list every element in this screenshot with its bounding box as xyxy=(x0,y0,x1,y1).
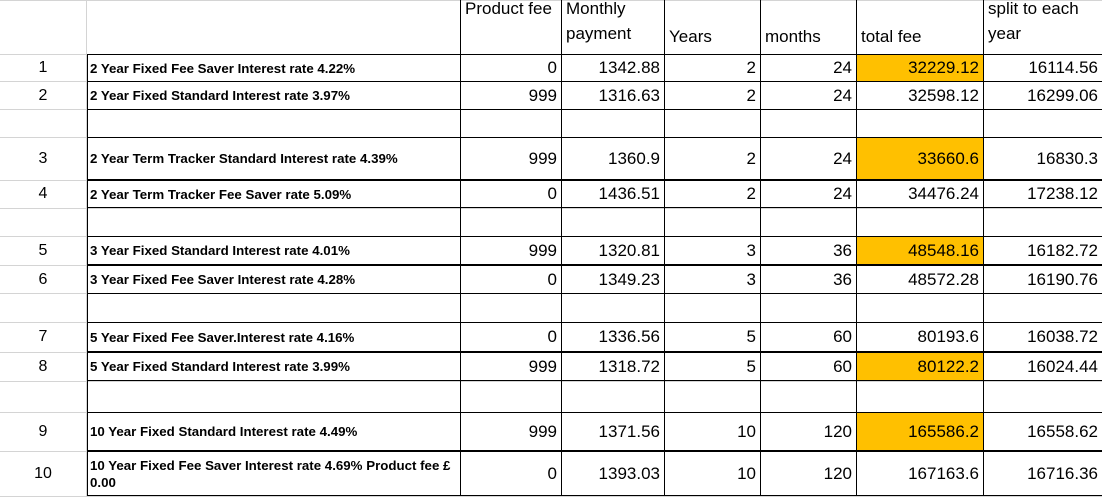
cell-split[interactable]: 16558.62 xyxy=(1027,422,1098,441)
cell-months[interactable]: 24 xyxy=(833,149,852,168)
cell-num[interactable]: 9 xyxy=(38,423,48,440)
cell-monthly[interactable]: 1360.9 xyxy=(608,149,660,168)
cell-split[interactable]: 16038.72 xyxy=(1027,327,1098,346)
cell-total[interactable]: 32598.12 xyxy=(908,86,979,105)
header-years[interactable]: Years xyxy=(669,27,712,46)
cell-fee[interactable]: 0 xyxy=(547,184,557,203)
cell-fee[interactable]: 0 xyxy=(547,327,557,346)
cell-fee[interactable]: 0 xyxy=(547,58,557,77)
header-split-to-each-year[interactable]: split to each year xyxy=(988,0,1079,43)
cell-years[interactable]: 3 xyxy=(746,241,756,260)
cell-months[interactable]: 36 xyxy=(833,241,852,260)
cell-desc[interactable]: 2 Year Fixed Fee Saver Interest rate 4.2… xyxy=(90,60,356,76)
cell-desc[interactable]: 5 Year Fixed Standard Interest rate 3.99… xyxy=(90,359,350,374)
cell-fee[interactable]: 999 xyxy=(528,241,557,260)
header-months[interactable]: months xyxy=(765,27,821,46)
cell-years[interactable]: 2 xyxy=(746,86,756,105)
cell-split[interactable]: 16190.76 xyxy=(1027,270,1098,289)
cell-monthly[interactable]: 1371.56 xyxy=(598,422,660,441)
cell-monthly[interactable]: 1436.51 xyxy=(598,184,660,203)
cell-num[interactable]: 8 xyxy=(38,358,48,375)
cell-monthly[interactable]: 1342.88 xyxy=(598,58,660,77)
header-total-fee[interactable]: total fee xyxy=(861,27,922,46)
cell-num[interactable]: 7 xyxy=(38,328,48,345)
cell-monthly[interactable]: 1318.72 xyxy=(598,357,660,376)
cell-monthly[interactable]: 1336.56 xyxy=(598,327,660,346)
cell-years[interactable]: 2 xyxy=(746,149,756,168)
cell-years[interactable]: 10 xyxy=(737,422,756,441)
cell-split[interactable]: 16114.56 xyxy=(1028,58,1098,77)
cell-years[interactable]: 2 xyxy=(746,184,756,203)
cell-num[interactable]: 4 xyxy=(38,185,48,202)
cell-num[interactable]: 3 xyxy=(38,150,48,167)
cell-years[interactable]: 5 xyxy=(746,357,756,376)
cell-total[interactable]: 48548.16 xyxy=(857,237,983,264)
cell-months[interactable]: 24 xyxy=(833,184,852,203)
cell-num[interactable]: 2 xyxy=(38,87,48,104)
cell-total[interactable]: 80193.6 xyxy=(917,327,979,346)
cell-num[interactable]: 1 xyxy=(38,59,48,76)
cell-total[interactable]: 80122.2 xyxy=(857,353,983,380)
header-monthly-payment[interactable]: Monthly payment xyxy=(566,0,632,43)
cell-months[interactable]: 120 xyxy=(823,422,852,441)
cell-fee[interactable]: 0 xyxy=(547,270,557,289)
cell-monthly[interactable]: 1320.81 xyxy=(598,241,660,260)
cell-years[interactable]: 10 xyxy=(737,464,756,483)
cell-desc[interactable]: 2 Year Fixed Standard Interest rate 3.97… xyxy=(90,88,350,103)
cell-fee[interactable]: 999 xyxy=(528,149,557,168)
cell-fee[interactable]: 999 xyxy=(528,357,557,376)
cell-desc[interactable]: 2 Year Term Tracker Standard Interest ra… xyxy=(90,151,398,166)
cell-monthly[interactable]: 1393.03 xyxy=(598,464,660,483)
cell-total[interactable]: 165586.2 xyxy=(857,413,983,450)
cell-desc[interactable]: 10 Year Fixed Fee Saver Interest rate 4.… xyxy=(90,457,451,490)
cell-desc[interactable]: 3 Year Fixed Fee Saver Interest rate 4.2… xyxy=(90,272,356,287)
cell-total[interactable]: 48572.28 xyxy=(908,270,979,289)
cell-months[interactable]: 24 xyxy=(833,86,852,105)
cell-total[interactable]: 34476.24 xyxy=(908,184,979,203)
cell-months[interactable]: 60 xyxy=(833,327,852,346)
cell-num[interactable]: 5 xyxy=(38,242,48,259)
cell-split[interactable]: 16716.36 xyxy=(1027,464,1098,483)
header-product-fee[interactable]: Product fee xyxy=(465,0,552,18)
cell-total[interactable]: 33660.6 xyxy=(857,138,983,179)
cell-years[interactable]: 3 xyxy=(746,270,756,289)
cell-desc[interactable]: 3 Year Fixed Standard Interest rate 4.01… xyxy=(90,243,350,258)
cell-total[interactable]: 167163.6 xyxy=(908,464,979,483)
cell-split[interactable]: 17238.12 xyxy=(1027,184,1098,203)
cell-split[interactable]: 16830.3 xyxy=(1036,149,1098,168)
cell-years[interactable]: 5 xyxy=(746,327,756,346)
cell-desc[interactable]: 5 Year Fixed Fee Saver.Interest rate 4.1… xyxy=(90,329,355,345)
cell-fee[interactable]: 999 xyxy=(528,422,557,441)
cell-years[interactable]: 2 xyxy=(746,58,756,77)
cell-split[interactable]: 16299.06 xyxy=(1027,86,1098,105)
cell-months[interactable]: 120 xyxy=(823,464,852,483)
cell-desc[interactable]: 2 Year Term Tracker Fee Saver rate 5.09% xyxy=(90,186,352,202)
cell-split[interactable]: 16024.44 xyxy=(1027,357,1098,376)
cell-monthly[interactable]: 1316.63 xyxy=(598,86,660,105)
cell-num[interactable]: 10 xyxy=(34,465,52,482)
cell-fee[interactable]: 999 xyxy=(528,86,557,105)
cell-split[interactable]: 16182.72 xyxy=(1027,241,1098,260)
cell-num[interactable]: 6 xyxy=(38,271,48,288)
cell-fee[interactable]: 0 xyxy=(547,464,557,483)
cell-months[interactable]: 36 xyxy=(833,270,852,289)
cell-months[interactable]: 60 xyxy=(833,357,852,376)
cell-total[interactable]: 32229.12 xyxy=(857,55,983,81)
cell-months[interactable]: 24 xyxy=(833,58,852,77)
cell-desc[interactable]: 10 Year Fixed Standard Interest rate 4.4… xyxy=(90,424,358,439)
cell-monthly[interactable]: 1349.23 xyxy=(598,270,660,289)
